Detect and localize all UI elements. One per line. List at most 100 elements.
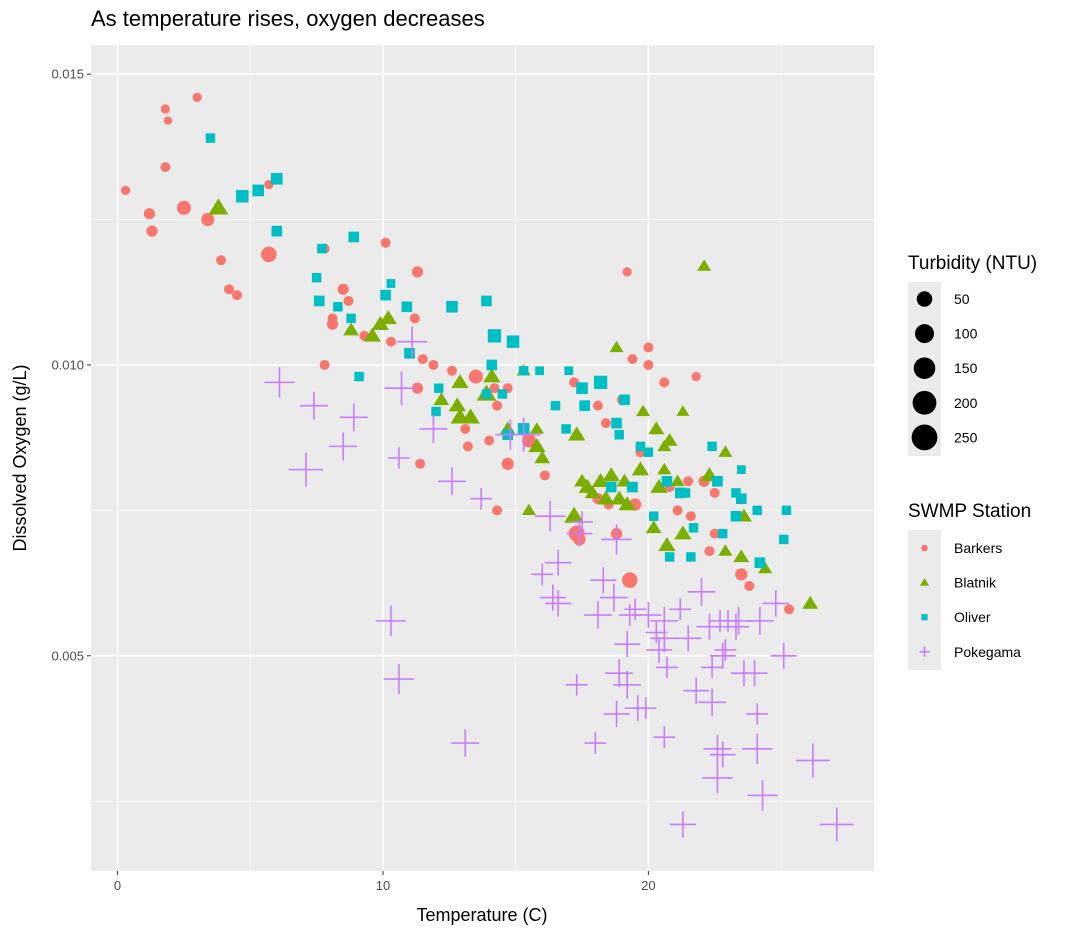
data-point-oliver xyxy=(754,557,766,569)
station-legend-key-bg xyxy=(908,530,941,670)
data-point-pokegama xyxy=(565,674,588,696)
turbidity-key-label: 150 xyxy=(954,360,978,376)
data-point-blatnik xyxy=(610,490,628,505)
data-point-barkers xyxy=(160,162,171,173)
data-point-pokegama xyxy=(701,656,723,679)
data-point-oliver xyxy=(348,231,360,243)
data-point-barkers xyxy=(385,336,396,347)
data-point-oliver xyxy=(401,301,413,313)
data-point-oliver xyxy=(380,289,391,301)
data-point-pokegama xyxy=(613,670,642,699)
data-point-barkers xyxy=(672,505,683,516)
turbidity-key-50 xyxy=(916,291,933,307)
data-point-oliver xyxy=(433,383,444,393)
data-point-pokegama xyxy=(635,602,662,629)
turbidity-key-label: 50 xyxy=(954,291,970,307)
station-key-barkers xyxy=(921,544,928,552)
data-point-oliver xyxy=(717,528,728,539)
data-point-blatnik xyxy=(528,438,546,453)
data-point-pokegama xyxy=(438,467,466,496)
turbidity-key-label: 250 xyxy=(954,429,978,445)
data-point-pokegama xyxy=(566,520,593,547)
data-point-pokegama xyxy=(698,688,727,717)
data-point-pokegama xyxy=(746,703,769,725)
data-point-oliver xyxy=(781,505,792,516)
data-point-oliver xyxy=(550,400,561,411)
data-point-barkers xyxy=(709,487,720,498)
data-point-barkers xyxy=(685,511,696,522)
data-point-blatnik xyxy=(618,496,636,511)
data-point-oliver xyxy=(680,488,691,498)
y-tick-label: 0.015 xyxy=(51,67,84,82)
data-point-pokegama xyxy=(288,452,323,487)
data-point-blatnik xyxy=(564,506,584,523)
data-point-barkers xyxy=(627,354,638,365)
data-point-oliver xyxy=(779,534,789,545)
data-point-oliver xyxy=(593,375,608,390)
x-axis-title: Temperature (C) xyxy=(416,905,547,925)
data-point-oliver xyxy=(205,133,216,143)
data-point-blatnik xyxy=(568,426,586,441)
data-point-blatnik xyxy=(208,198,229,215)
turbidity-key-200 xyxy=(912,390,937,415)
data-point-barkers xyxy=(428,359,439,370)
data-point-barkers xyxy=(643,342,654,353)
y-tick-label: 0.005 xyxy=(51,648,84,663)
turbidity-key-250 xyxy=(911,424,938,451)
data-point-pokegama xyxy=(770,642,797,669)
data-point-oliver xyxy=(752,505,762,516)
station-key-label: Oliver xyxy=(954,609,991,625)
data-point-pokegama xyxy=(624,598,646,621)
data-point-pokegama xyxy=(339,403,368,432)
data-point-oliver xyxy=(252,184,265,197)
data-point-pokegama xyxy=(653,726,676,749)
data-point-oliver xyxy=(664,552,675,562)
x-tick-label: 0 xyxy=(114,878,121,893)
turbidity-key-label: 200 xyxy=(954,395,978,411)
data-point-pokegama xyxy=(545,590,572,617)
data-point-barkers xyxy=(468,369,483,384)
data-point-oliver xyxy=(576,382,588,395)
data-point-blatnik xyxy=(529,422,544,434)
data-point-pokegama xyxy=(419,414,448,443)
data-point-barkers xyxy=(343,295,354,306)
data-point-barkers xyxy=(337,283,349,295)
data-point-barkers xyxy=(691,371,701,382)
data-point-pokegama xyxy=(396,326,428,357)
data-point-pokegama xyxy=(590,567,617,594)
data-point-barkers xyxy=(683,476,694,487)
data-point-barkers xyxy=(326,318,339,330)
data-point-pokegama xyxy=(614,631,641,658)
data-point-oliver xyxy=(481,389,492,399)
data-point-oliver xyxy=(611,417,622,429)
data-point-oliver xyxy=(333,302,343,312)
data-point-oliver xyxy=(431,406,441,417)
data-point-pokegama xyxy=(709,642,736,669)
data-point-oliver xyxy=(486,359,498,371)
data-point-oliver xyxy=(481,295,492,307)
data-point-barkers xyxy=(415,458,426,469)
x-tick-label: 10 xyxy=(376,878,390,893)
data-point-oliver xyxy=(346,313,356,324)
data-point-oliver xyxy=(731,488,741,498)
data-point-oliver xyxy=(561,424,571,434)
data-point-pokegama xyxy=(747,780,778,811)
turbidity-key-100 xyxy=(915,324,934,344)
series-pokegama xyxy=(264,326,854,842)
data-point-barkers xyxy=(462,441,473,452)
data-point-pokegama xyxy=(742,733,773,765)
data-point-blatnik xyxy=(658,536,676,552)
data-point-barkers xyxy=(146,225,158,237)
data-point-barkers xyxy=(622,572,638,588)
minor-gridlines xyxy=(91,45,874,871)
data-point-pokegama xyxy=(451,729,480,757)
data-point-pokegama xyxy=(384,371,419,406)
turbidity-legend-title: Turbidity (NTU) xyxy=(908,253,1037,274)
data-point-pokegama xyxy=(709,741,736,768)
data-point-blatnik xyxy=(448,397,466,412)
data-point-blatnik xyxy=(343,322,360,336)
data-point-oliver xyxy=(648,511,659,521)
data-point-pokegama xyxy=(584,601,612,629)
data-point-pokegama xyxy=(383,663,415,695)
